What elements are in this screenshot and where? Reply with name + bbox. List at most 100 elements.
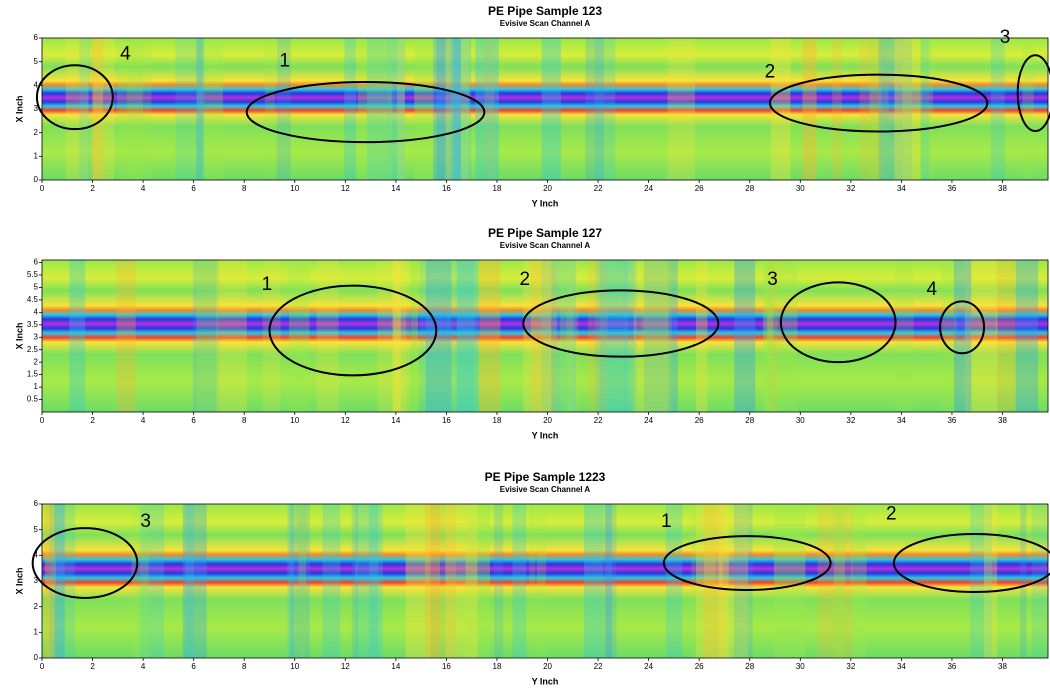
x-tick-label: 10 [290, 184, 299, 193]
scan-texture [605, 504, 612, 658]
scan-texture [641, 260, 671, 412]
scan-texture [79, 38, 90, 180]
y-tick-label: 1.5 [27, 370, 39, 379]
x-tick-label: 24 [644, 416, 653, 425]
y-tick-label: 6 [34, 258, 39, 267]
x-tick-label: 34 [897, 416, 906, 425]
scan-texture [431, 504, 456, 658]
x-tick-label: 10 [290, 662, 299, 671]
scan-texture [529, 504, 535, 658]
x-tick-label: 24 [644, 662, 653, 671]
scan-texture [513, 504, 527, 658]
x-tick-label: 10 [290, 416, 299, 425]
y-tick-label: 0 [34, 653, 39, 662]
y-tick-label: 6 [34, 499, 39, 508]
x-tick-label: 8 [242, 416, 247, 425]
chart-title: PE Pipe Sample 127 [488, 226, 602, 240]
scan-texture [894, 260, 913, 412]
x-tick-label: 24 [644, 184, 653, 193]
scan-texture [542, 38, 561, 180]
annotation-label: 1 [262, 274, 273, 295]
scan-texture [667, 38, 695, 180]
scan-texture [289, 260, 310, 412]
x-tick-label: 38 [998, 184, 1007, 193]
x-tick-label: 36 [947, 416, 956, 425]
scan-texture [954, 260, 971, 412]
x-tick-label: 22 [594, 662, 603, 671]
x-tick-label: 34 [897, 662, 906, 671]
scan-texture [216, 260, 247, 412]
x-tick-label: 12 [341, 416, 350, 425]
annotation-label: 4 [120, 44, 131, 65]
scan-texture [444, 260, 474, 412]
annotation-label: 2 [886, 503, 897, 524]
x-tick-label: 0 [40, 184, 45, 193]
scan-texture [859, 38, 881, 180]
scan-texture [419, 260, 443, 412]
scan-texture [832, 38, 842, 180]
y-tick-label: 5 [34, 525, 39, 534]
scan-texture [196, 260, 216, 412]
scan-texture [414, 38, 433, 180]
scan-texture [996, 260, 1016, 412]
annotation-label: 3 [767, 269, 778, 290]
annotation-label: 3 [140, 511, 151, 532]
scan-texture [410, 260, 418, 412]
scan-texture [851, 504, 866, 658]
scan-texture [560, 260, 573, 412]
x-tick-label: 32 [846, 662, 855, 671]
x-tick-label: 18 [493, 184, 502, 193]
x-tick-label: 18 [493, 662, 502, 671]
scan-texture [600, 260, 623, 412]
scan-texture [771, 38, 791, 180]
x-tick-label: 2 [90, 662, 95, 671]
scan-texture [479, 260, 500, 412]
scan-texture [358, 38, 393, 180]
scan-texture [397, 38, 405, 180]
scan-texture [451, 38, 471, 180]
x-tick-label: 4 [141, 662, 146, 671]
x-tick-label: 28 [745, 416, 754, 425]
x-tick-label: 4 [141, 416, 146, 425]
scan-texture [175, 38, 205, 180]
scan-texture [355, 504, 383, 658]
y-tick-label: 2 [34, 602, 39, 611]
scan-texture [1016, 260, 1038, 412]
y-tick-label: 5 [34, 283, 39, 292]
y-tick-label: 4.5 [27, 295, 39, 304]
y-tick-label: 6 [34, 33, 39, 42]
x-tick-label: 20 [543, 184, 552, 193]
scan-texture [834, 504, 845, 658]
chart-subtitle: Evisive Scan Channel A [500, 19, 591, 28]
y-tick-label: 1 [34, 627, 39, 636]
x-tick-label: 16 [442, 416, 451, 425]
x-tick-label: 26 [695, 184, 704, 193]
x-tick-label: 22 [594, 416, 603, 425]
x-tick-label: 36 [947, 662, 956, 671]
scan-texture [116, 260, 135, 412]
scan-texture [696, 260, 708, 412]
scan-texture [317, 260, 339, 412]
x-tick-label: 18 [493, 416, 502, 425]
x-tick-label: 38 [998, 662, 1007, 671]
y-tick-label: 0 [34, 175, 39, 184]
y-axis-label: X Inch [14, 322, 24, 349]
x-tick-label: 2 [90, 184, 95, 193]
x-tick-label: 38 [998, 416, 1007, 425]
y-axis-label: X Inch [14, 567, 24, 594]
chart-subtitle: Evisive Scan Channel A [500, 241, 591, 250]
scan-texture [393, 260, 401, 412]
x-tick-label: 8 [242, 662, 247, 671]
y-axis-label: X Inch [14, 95, 24, 122]
chart-subtitle: Evisive Scan Channel A [500, 485, 591, 494]
chart-title: PE Pipe Sample 1223 [485, 470, 606, 484]
x-tick-label: 16 [442, 662, 451, 671]
scan-texture [475, 38, 499, 180]
annotation-label: 1 [279, 51, 290, 72]
y-tick-label: 5 [34, 57, 39, 66]
annotation-label: 2 [765, 61, 776, 82]
x-axis-label: Y Inch [532, 676, 559, 686]
scan-texture [265, 38, 275, 180]
scan-texture [991, 38, 1005, 180]
scan-texture [50, 504, 76, 658]
